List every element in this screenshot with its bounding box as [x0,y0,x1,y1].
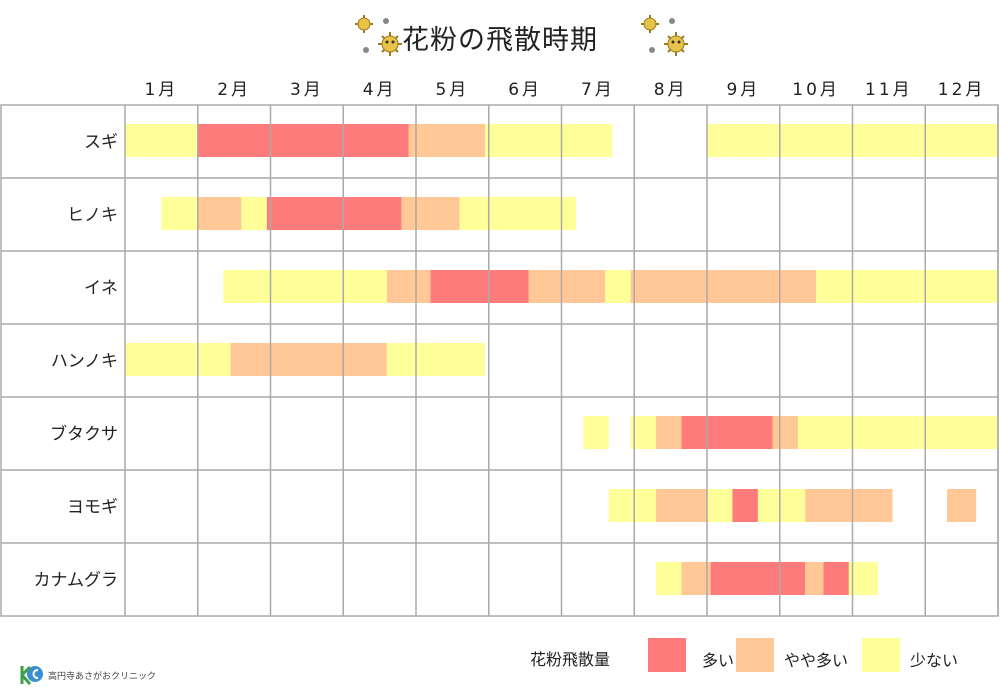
month-label: 8月 [654,80,688,100]
month-label: 3月 [290,80,324,100]
clinic-branding: 高円寺あさがおクリニック [18,662,218,688]
title-area: 花粉の飛散時期 [0,12,1000,62]
pollen-bar-high [681,416,773,449]
pollen-icon [641,15,688,56]
pollen-bar-medium [805,562,824,595]
pollen-bar-medium [408,124,486,157]
pollen-bar-low [707,489,733,522]
month-label: 2月 [217,80,251,100]
legend-label-high: 多い [702,651,735,670]
pollen-bar-low [797,416,998,449]
pollen-bar-low [125,124,198,157]
legend-label-low: 少ない [910,651,959,670]
pollen-bar-medium [401,197,460,230]
pollen-bar-medium [528,270,606,303]
pollen-bar-low [656,562,682,595]
legend-label-medium: やや多い [784,651,849,670]
legend-swatch-low [862,638,900,672]
pollen-bar-low [816,270,998,303]
pollen-bar-high [732,489,758,522]
pollen-bar-low [125,343,231,376]
row-label: スギ [84,133,118,153]
pollen-bar-low [459,197,577,230]
pollen-bar-low [223,270,387,303]
clinic-logo-icon [20,665,43,685]
row-label: イネ [84,279,118,299]
pollen-bar-medium [197,197,242,230]
pollen-bar-high [430,270,529,303]
month-label: 4月 [363,80,397,100]
month-label: 6月 [508,80,542,100]
pollen-bar-medium [656,489,707,522]
pollen-bar-high [710,562,806,595]
pollen-bar-medium [386,270,431,303]
legend-swatch-medium [736,638,774,672]
month-label: 1月 [144,80,178,100]
pollen-bar-high [197,124,409,157]
pollen-bar-medium [656,416,682,449]
pollen-bar-medium [805,489,893,522]
pollen-bar-medium [681,562,711,595]
month-label: 10月 [792,80,840,100]
pollen-bar-low [608,489,657,522]
pollen-bar-high [266,197,402,230]
pollen-bar-high [823,562,849,595]
month-label: 5月 [435,80,469,100]
pollen-icon [355,15,402,56]
month-label: 9月 [726,80,760,100]
pollen-bar-low [485,124,613,157]
pollen-bar-low [605,270,631,303]
pollen-bar-low [583,416,609,449]
pollen-bar-low [161,197,198,230]
legend: 花粉飛散量 多い やや多い 少ない [530,636,1000,676]
legend-title: 花粉飛散量 [530,650,611,669]
row-label: ヒノキ [67,206,118,226]
row-label: ヨモギ [67,498,118,518]
month-label: 12月 [938,80,986,100]
pollen-bar-low [386,343,486,376]
pollen-bar-medium [772,416,798,449]
pollen-bar-low [241,197,267,230]
row-label: ブタクサ [50,424,118,445]
pollen-bar-medium [230,343,387,376]
row-label: ハンノキ [51,352,118,372]
chart-title: 花粉の飛散時期 [402,25,598,56]
legend-swatch-high [648,638,686,672]
row-label: カナムグラ [34,571,119,591]
pollen-bar-low [848,562,878,595]
pollen-bar-medium [630,270,817,303]
month-label: 11月 [865,80,913,100]
clinic-name: 高円寺あさがおクリニック [48,672,157,682]
pollen-bar-low [757,489,806,522]
pollen-bar-medium [947,489,977,522]
month-label: 7月 [581,80,615,100]
